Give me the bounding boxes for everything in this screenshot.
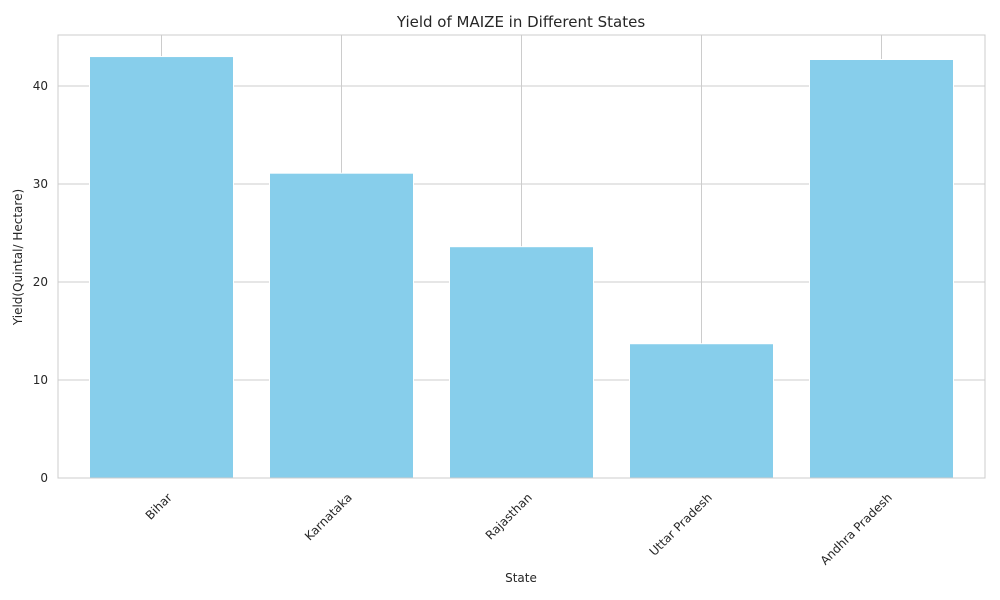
x-tick-label: Rajasthan (483, 490, 535, 542)
chart-title: Yield of MAIZE in Different States (396, 13, 646, 31)
y-axis-label: Yield(Quintal/ Hectare) (11, 189, 25, 326)
y-tick-label: 0 (40, 471, 48, 485)
plot-frame (57, 34, 986, 479)
bar-uttar-pradesh (629, 343, 774, 479)
bar-karnataka (269, 172, 414, 479)
y-tick-label: 40 (33, 79, 48, 93)
x-tick-label: Bihar (143, 490, 175, 522)
bar-andhra-pradesh (809, 59, 954, 479)
y-tick-labels: 0 10 20 30 40 (33, 79, 48, 485)
x-tick-label: Karnataka (302, 490, 355, 543)
bar-rajasthan (449, 246, 594, 479)
x-tick-label: Andhra Pradesh (818, 490, 895, 567)
y-tick-label: 10 (33, 373, 48, 387)
y-tick-label: 20 (33, 275, 48, 289)
x-tick-labels: Bihar Karnataka Rajasthan Uttar Pradesh Andh… (143, 490, 895, 567)
y-tick-label: 30 (33, 177, 48, 191)
bar-bihar (89, 56, 234, 479)
x-tick-label: Uttar Pradesh (647, 490, 715, 558)
x-axis-label: State (505, 571, 537, 585)
